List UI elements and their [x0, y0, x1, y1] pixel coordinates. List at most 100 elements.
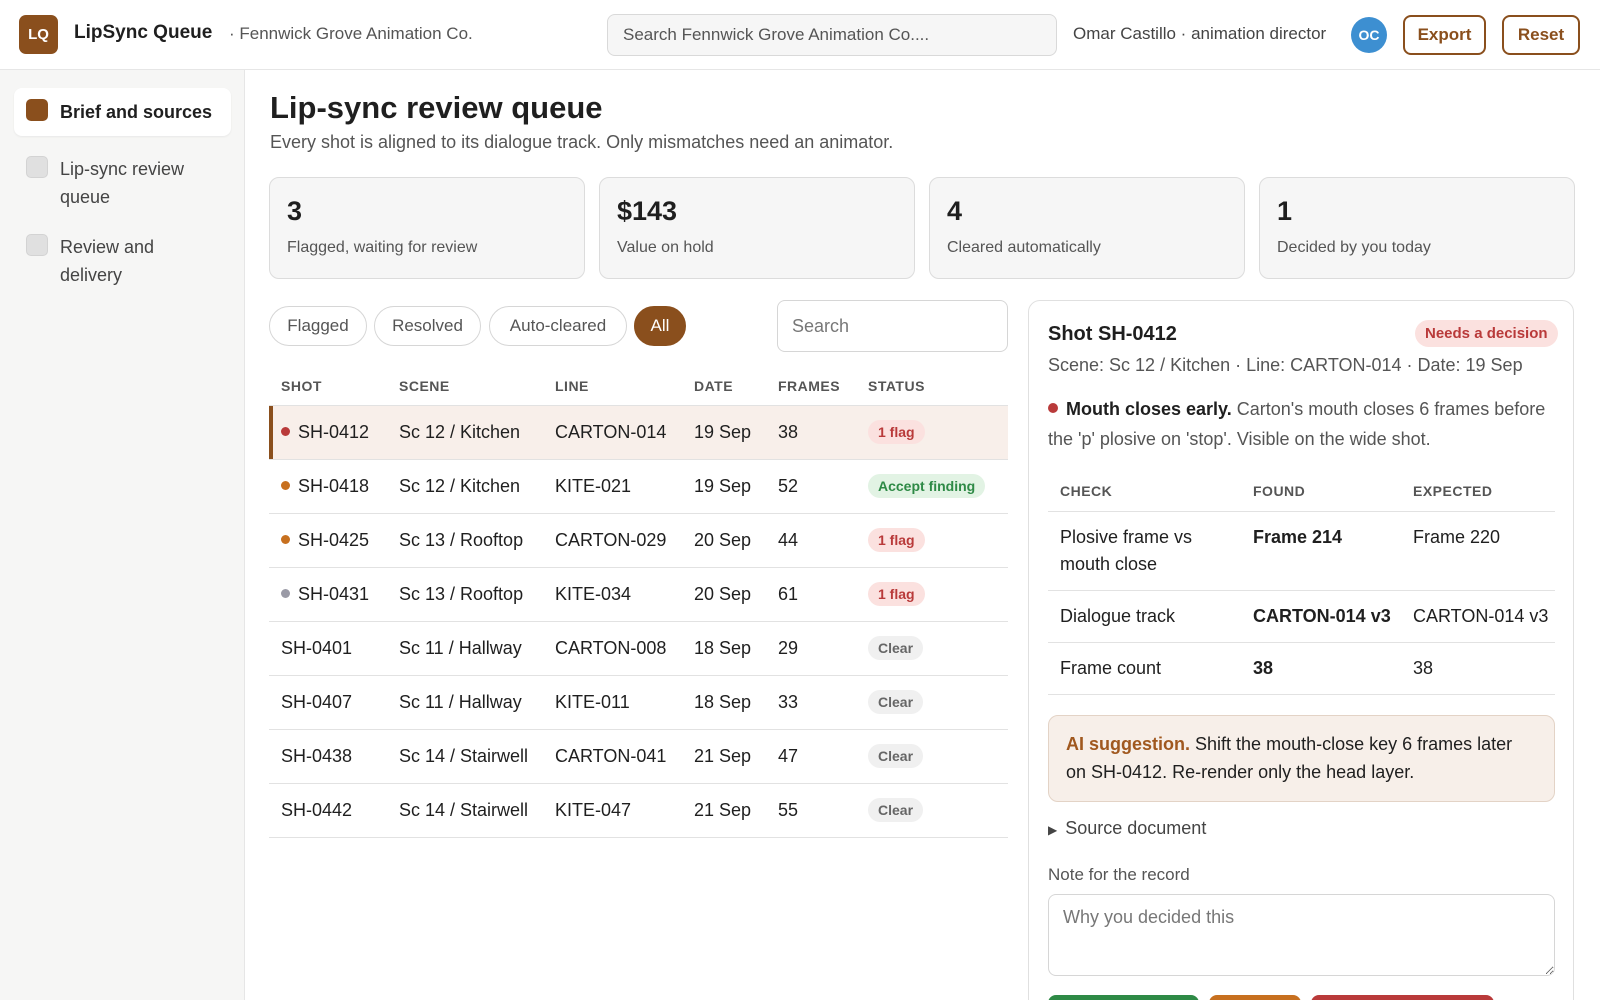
- shot-cell-text: SH-0401: [281, 637, 353, 658]
- sidebar-item-label: Brief and sources: [60, 102, 213, 122]
- table-header-row: SHOT SCENE LINE DATE FRAMES STATUS: [269, 367, 1008, 406]
- shot-cell: SH-0401: [269, 621, 387, 676]
- status-cell: Accept finding: [856, 459, 1008, 514]
- decision-button-defer[interactable]: [1209, 995, 1301, 1000]
- source-document-toggle[interactable]: ▶ Source document: [1048, 818, 1206, 839]
- sidebar-item-review-queue[interactable]: Lip-sync review queue: [14, 145, 231, 221]
- frames-cell-text: 29: [778, 637, 799, 658]
- status-badge: 1 flag: [868, 582, 925, 606]
- stat-value: 3: [287, 196, 303, 226]
- date-cell-text: 21 Sep: [694, 745, 752, 766]
- stat-value: $143: [617, 196, 678, 226]
- scene-cell: Sc 13 / Rooftop: [387, 567, 543, 622]
- status-badge: Clear: [868, 636, 924, 660]
- check-expected: 38: [1401, 642, 1555, 695]
- date-cell: 20 Sep: [682, 513, 766, 568]
- date-cell-text: 19 Sep: [694, 421, 752, 442]
- column-header-shot[interactable]: SHOT: [269, 367, 387, 406]
- column-header-frames[interactable]: FRAMES: [766, 367, 856, 406]
- table-row[interactable]: SH-0425 Sc 13 / Rooftop CARTON-029 20 Sep 44…: [269, 513, 1008, 568]
- date-cell: 20 Sep: [682, 567, 766, 622]
- shot-cell: SH-0442: [269, 783, 387, 838]
- line-cell-text: CARTON-041: [555, 745, 667, 766]
- app-title: LipSync Queue: [74, 22, 213, 43]
- check-expected: CARTON-014 v3: [1401, 590, 1555, 643]
- priority-dot-icon: [281, 589, 290, 599]
- scene-cell-text: Sc 13 / Rooftop: [399, 583, 524, 604]
- column-header-line[interactable]: LINE: [543, 367, 682, 406]
- table-row[interactable]: SH-0418 Sc 12 / Kitchen KITE-021 19 Sep 52 Ac…: [269, 459, 1008, 514]
- line-cell: KITE-047: [543, 783, 682, 838]
- stat-card-decided: 1 Decided by you today: [1259, 177, 1575, 279]
- frames-cell-text: 47: [778, 745, 799, 766]
- detail-title: Shot SH-0412: [1048, 323, 1177, 345]
- scene-cell: Sc 11 / Hallway: [387, 675, 543, 730]
- disclosure-triangle-icon: ▶: [1048, 823, 1058, 837]
- frames-cell: 29: [766, 621, 856, 676]
- sidebar-item-label: Review and delivery: [60, 237, 155, 285]
- shot-cell: SH-0425: [269, 513, 387, 568]
- table-search-input[interactable]: [777, 300, 1008, 352]
- avatar[interactable]: OC: [1351, 17, 1387, 53]
- date-cell-text: 20 Sep: [694, 529, 752, 550]
- status-badge: Clear: [868, 690, 924, 714]
- filter-auto-cleared[interactable]: Auto-cleared: [489, 306, 627, 346]
- table-row[interactable]: SH-0412 Sc 12 / Kitchen CARTON-014 19 Sep 38…: [269, 405, 1008, 460]
- line-cell-text: CARTON-008: [555, 637, 667, 658]
- column-header-found: FOUND: [1241, 471, 1401, 512]
- check-expected: Frame 220: [1401, 511, 1555, 591]
- scene-cell-text: Sc 14 / Stairwell: [399, 799, 529, 820]
- scene-cell-text: Sc 12 / Kitchen: [399, 421, 521, 442]
- stat-label: Value on hold: [617, 239, 714, 256]
- frames-cell-text: 52: [778, 475, 799, 496]
- filter-resolved[interactable]: Resolved: [374, 306, 481, 346]
- frames-cell: 61: [766, 567, 856, 622]
- frames-cell: 52: [766, 459, 856, 514]
- status-cell: Clear: [856, 783, 1008, 838]
- table-row[interactable]: SH-0431 Sc 13 / Rooftop KITE-034 20 Sep 61 1 …: [269, 567, 1008, 622]
- table-row[interactable]: SH-0438 Sc 14 / Stairwell CARTON-041 21 Sep…: [269, 729, 1008, 784]
- check-name: Dialogue track: [1048, 590, 1241, 643]
- status-cell: 1 flag: [856, 513, 1008, 568]
- table-row[interactable]: SH-0407 Sc 11 / Hallway KITE-011 18 Sep 33 Cl…: [269, 675, 1008, 730]
- date-cell: 18 Sep: [682, 621, 766, 676]
- shot-cell: SH-0438: [269, 729, 387, 784]
- filter-all[interactable]: All: [634, 306, 686, 346]
- reset-button[interactable]: Reset: [1502, 15, 1580, 55]
- scene-cell: Sc 14 / Stairwell: [387, 783, 543, 838]
- sidebar-item-delivery[interactable]: Review and delivery: [14, 223, 231, 299]
- decision-button-reject[interactable]: [1311, 995, 1494, 1000]
- line-cell-text: CARTON-014: [555, 421, 667, 442]
- status-cell: Clear: [856, 729, 1008, 784]
- line-cell: CARTON-008: [543, 621, 682, 676]
- check-row: Plosive frame vs mouth close Frame 214 F…: [1048, 511, 1555, 591]
- filter-flagged[interactable]: Flagged: [269, 306, 367, 346]
- shot-cell-text: SH-0442: [281, 799, 353, 820]
- priority-dot-icon: [281, 481, 290, 491]
- page-subtitle: Every shot is aligned to its dialogue tr…: [270, 132, 894, 152]
- column-header-scene[interactable]: SCENE: [387, 367, 543, 406]
- sidebar: Brief and sources Lip-sync review queue …: [0, 70, 245, 1000]
- sidebar-item-brief[interactable]: Brief and sources: [14, 88, 231, 136]
- column-header-date[interactable]: DATE: [682, 367, 766, 406]
- export-button[interactable]: Export: [1403, 15, 1486, 55]
- date-cell: 19 Sep: [682, 405, 766, 460]
- date-cell: 18 Sep: [682, 675, 766, 730]
- decision-button-accept[interactable]: [1048, 995, 1199, 1000]
- frames-cell: 44: [766, 513, 856, 568]
- shot-cell-text: SH-0425: [298, 529, 370, 550]
- check-found: Frame 214: [1241, 511, 1401, 591]
- top-bar: LQ LipSync Queue · Fennwick Grove Animat…: [0, 0, 1600, 70]
- column-header-status[interactable]: STATUS: [856, 367, 1008, 406]
- frames-cell: 47: [766, 729, 856, 784]
- frames-cell-text: 33: [778, 691, 799, 712]
- table-row[interactable]: SH-0442 Sc 14 / Stairwell KITE-047 21 Sep 55…: [269, 783, 1008, 838]
- line-cell-text: KITE-047: [555, 799, 632, 820]
- table-row[interactable]: SH-0401 Sc 11 / Hallway CARTON-008 18 Sep 29…: [269, 621, 1008, 676]
- status-cell: Clear: [856, 621, 1008, 676]
- global-search-input[interactable]: [607, 14, 1057, 56]
- line-cell: CARTON-014: [543, 405, 682, 460]
- column-header-check: CHECK: [1048, 471, 1241, 512]
- note-textarea[interactable]: [1048, 894, 1555, 976]
- finding-text: Carton's mouth closes 6 frames before th…: [1048, 399, 1546, 449]
